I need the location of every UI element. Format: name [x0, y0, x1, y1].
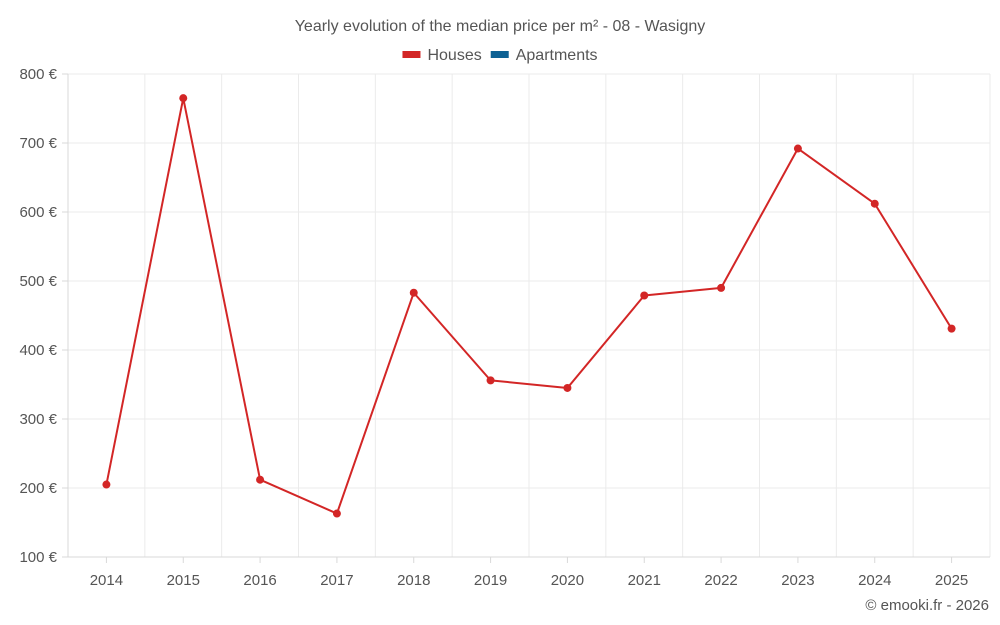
houses-data-point [563, 383, 572, 392]
grid [67, 73, 991, 557]
legend-swatch-apartments [490, 51, 509, 58]
credit-text: © emooki.fr - 2026 [865, 597, 989, 614]
y-tick-label: 300 € [19, 411, 57, 428]
x-tick-label: 2019 [474, 572, 507, 589]
houses-series-line [105, 97, 953, 515]
legend-label-apartments: Apartments [516, 47, 598, 64]
houses-data-point [870, 199, 879, 208]
houses-data-point [256, 475, 265, 484]
y-tick-label: 800 € [19, 66, 57, 83]
x-tick-label: 2025 [935, 572, 968, 589]
x-tick-label: 2017 [320, 572, 353, 589]
houses-data-point [179, 94, 188, 103]
y-tick-label: 400 € [19, 342, 57, 359]
houses-data-point [102, 480, 111, 489]
axes: 100 € 200 € 300 € 400 € 500 € 600 € 700 € 800 €… [19, 66, 990, 589]
legend-item-houses: Houses [402, 47, 482, 64]
x-tick-label: 2014 [90, 572, 123, 589]
x-tick-label: 2024 [858, 572, 891, 589]
houses-data-point [717, 283, 726, 292]
x-tick-label: 2016 [243, 572, 276, 589]
x-tick-label: 2015 [167, 572, 200, 589]
x-tick-label: 2022 [704, 572, 737, 589]
x-tick-label: 2023 [781, 572, 814, 589]
series [102, 94, 956, 518]
legend-label-houses: Houses [427, 47, 481, 64]
houses-data-point [409, 288, 418, 297]
chart-title: Yearly evolution of the median price per… [295, 18, 706, 35]
houses-data-point [332, 509, 341, 518]
y-tick-label: 200 € [19, 480, 57, 497]
houses-data-point [486, 376, 495, 385]
legend-swatch-houses [402, 51, 421, 58]
x-tick-label: 2021 [628, 572, 661, 589]
y-tick-label: 500 € [19, 273, 57, 290]
houses-data-point [947, 324, 956, 333]
legend: Houses Apartments [402, 47, 598, 64]
x-tick-label: 2020 [551, 572, 584, 589]
legend-item-apartments: Apartments [490, 47, 598, 64]
houses-data-point [640, 291, 649, 300]
y-tick-label: 700 € [19, 135, 57, 152]
x-tick-label: 2018 [397, 572, 430, 589]
y-tick-label: 100 € [19, 549, 57, 566]
y-tick-label: 600 € [19, 204, 57, 221]
houses-data-point [793, 144, 802, 153]
